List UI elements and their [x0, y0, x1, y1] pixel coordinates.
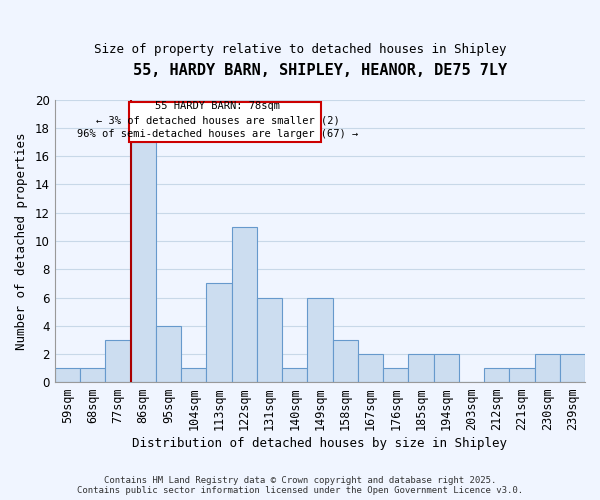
Text: Contains public sector information licensed under the Open Government Licence v3: Contains public sector information licen… — [77, 486, 523, 495]
FancyBboxPatch shape — [129, 102, 321, 142]
Bar — [257, 298, 282, 382]
Bar — [307, 298, 332, 382]
Bar — [560, 354, 585, 382]
Text: Contains HM Land Registry data © Crown copyright and database right 2025.: Contains HM Land Registry data © Crown c… — [104, 476, 496, 485]
Title: 55, HARDY BARN, SHIPLEY, HEANOR, DE75 7LY: 55, HARDY BARN, SHIPLEY, HEANOR, DE75 7L… — [133, 62, 507, 78]
Bar — [358, 354, 383, 382]
Bar — [434, 354, 459, 382]
Bar — [484, 368, 509, 382]
Bar — [156, 326, 181, 382]
Bar — [106, 340, 131, 382]
X-axis label: Distribution of detached houses by size in Shipley: Distribution of detached houses by size … — [133, 437, 508, 450]
Text: Size of property relative to detached houses in Shipley: Size of property relative to detached ho… — [94, 42, 506, 56]
Bar — [131, 142, 156, 382]
Bar — [282, 368, 307, 382]
Y-axis label: Number of detached properties: Number of detached properties — [15, 132, 28, 350]
Text: 55 HARDY BARN: 78sqm
← 3% of detached houses are smaller (2)
96% of semi-detache: 55 HARDY BARN: 78sqm ← 3% of detached ho… — [77, 102, 358, 140]
Bar — [232, 227, 257, 382]
Bar — [206, 284, 232, 382]
Bar — [408, 354, 434, 382]
Bar — [80, 368, 106, 382]
Bar — [181, 368, 206, 382]
Bar — [535, 354, 560, 382]
Bar — [332, 340, 358, 382]
Bar — [55, 368, 80, 382]
Bar — [383, 368, 408, 382]
Bar — [509, 368, 535, 382]
